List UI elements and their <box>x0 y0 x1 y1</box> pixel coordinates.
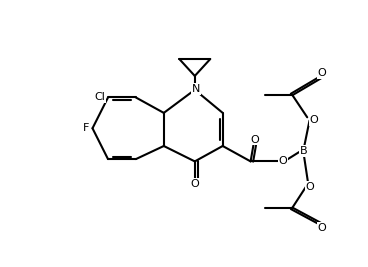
Text: O: O <box>190 179 199 189</box>
Text: Cl: Cl <box>95 92 106 102</box>
Text: O: O <box>318 68 326 78</box>
Text: B: B <box>300 146 307 156</box>
Text: O: O <box>250 135 259 145</box>
Text: O: O <box>279 156 287 166</box>
Text: O: O <box>310 115 318 125</box>
Text: O: O <box>318 223 326 233</box>
Text: O: O <box>306 182 315 192</box>
Text: F: F <box>82 123 89 133</box>
Text: N: N <box>192 84 200 94</box>
